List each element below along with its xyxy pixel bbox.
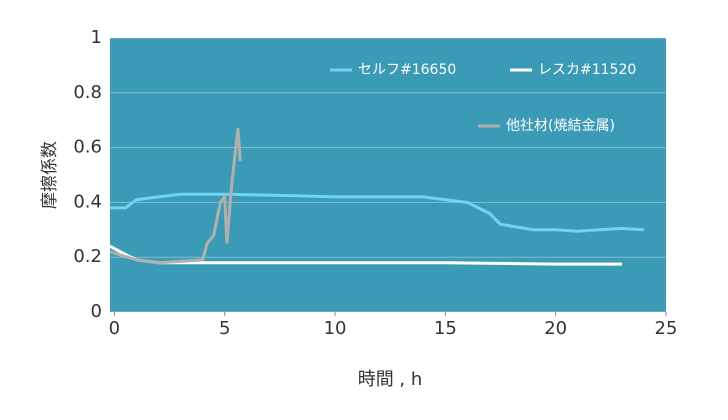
x-tick-label: 5 [219,318,230,339]
x-axis-label: 時間 , h [358,369,423,390]
x-tick-label: 10 [324,318,347,339]
y-tick-label: 0 [91,301,102,322]
y-axis-label: 摩擦係数 [40,141,60,209]
y-tick-label: 0.2 [73,246,102,267]
plot-background [110,38,666,312]
x-tick-label: 0 [109,318,120,339]
y-tick-label: 0.6 [73,137,102,158]
x-tick-label: 20 [544,318,567,339]
y-tick-label: 0.8 [73,82,102,103]
legend-label: 他社材(焼結金属) [506,118,615,134]
y-tick-label: 1 [91,27,102,48]
x-tick-label: 25 [655,318,678,339]
legend-label: セルフ#16650 [358,62,456,78]
legend-label: レスカ#11520 [538,62,636,78]
y-tick-label: 0.4 [73,191,102,212]
line-series [110,192,644,233]
line-series [109,128,242,265]
x-tick-label: 15 [434,318,457,339]
